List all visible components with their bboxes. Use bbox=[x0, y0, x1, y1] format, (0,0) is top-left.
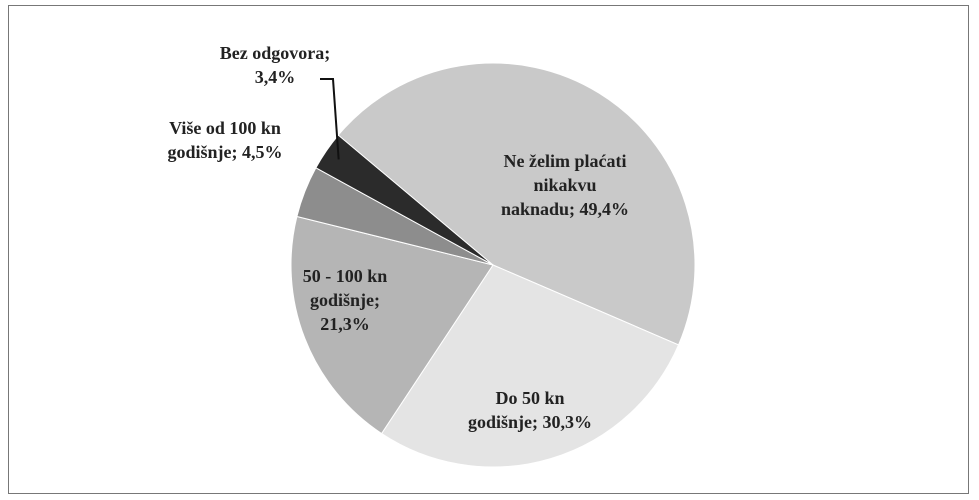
category-label: Više od 100 kn godišnje; bbox=[167, 118, 281, 162]
data-label: Ne želim plaćati nikakvu naknadu; 49,4% bbox=[495, 149, 635, 221]
pie-slice bbox=[315, 134, 494, 266]
value-label: 4,5% bbox=[242, 142, 283, 162]
pie-slice bbox=[290, 215, 494, 435]
data-label: Bez odgovora; 3,4% bbox=[205, 41, 345, 89]
value-label: 21,3% bbox=[320, 314, 370, 334]
category-label: 50 - 100 kn godišnje; bbox=[302, 266, 388, 310]
data-label: Više od 100 kn godišnje; 4,5% bbox=[135, 116, 315, 164]
value-label: 49,4% bbox=[579, 199, 630, 219]
category-label: Bez odgovora; bbox=[219, 43, 331, 63]
category-label: Do 50 kn godišnje; bbox=[467, 388, 565, 432]
pie-slice bbox=[380, 264, 680, 468]
pie-slice bbox=[337, 62, 696, 346]
value-label: 30,3% bbox=[542, 412, 593, 432]
data-label: 50 - 100 kn godišnje; 21,3% bbox=[290, 264, 400, 336]
category-label: Ne želim plaćati nikakvu naknadu; bbox=[500, 151, 627, 219]
leader-line bbox=[320, 78, 340, 160]
data-label: Do 50 kn godišnje; 30,3% bbox=[465, 386, 595, 434]
value-label: 3,4% bbox=[254, 67, 296, 87]
